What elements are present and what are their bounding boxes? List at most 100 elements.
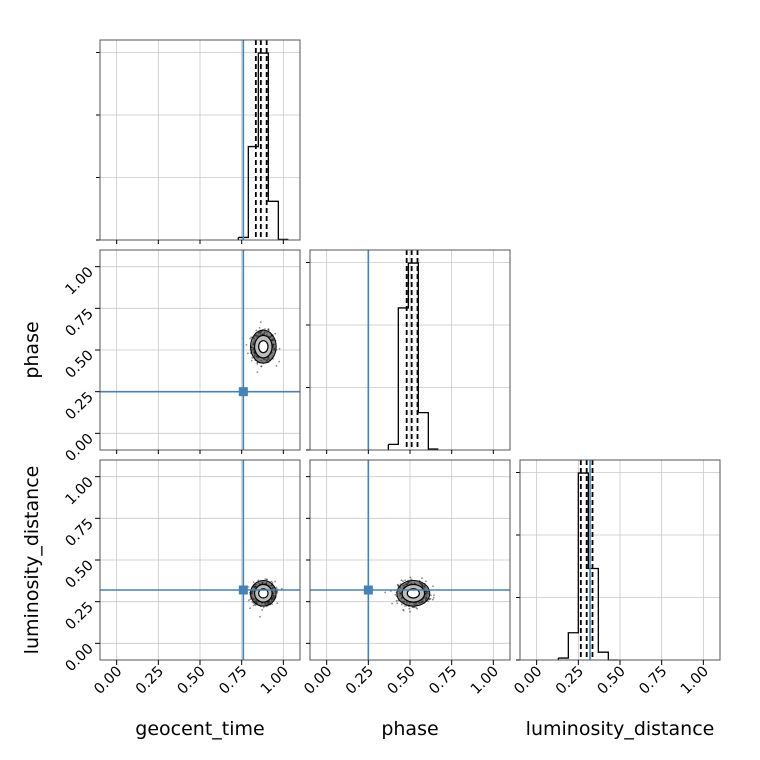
panel-geocent-time-vs-phase-point bbox=[246, 352, 249, 355]
panel-phase-vs-luminosity-distance-point bbox=[424, 580, 427, 583]
panel-geocent-time-vs-phase-point bbox=[259, 321, 262, 324]
panel-geocent-time-vs-phase-point bbox=[260, 365, 263, 368]
panel-geocent-time-vs-phase-point bbox=[245, 343, 248, 346]
ytick-label-luminosity-distance-0: 0.00 bbox=[63, 641, 97, 675]
panel-phase-vs-luminosity-distance-point bbox=[391, 602, 394, 605]
panel-phase-vs-luminosity-distance-point bbox=[427, 600, 430, 603]
panel-geocent-time-vs-phase-point bbox=[256, 363, 259, 365]
hist-geocent-time-bin-3 bbox=[268, 201, 278, 240]
panel-geocent-time-vs-luminosity-distance-point bbox=[264, 578, 267, 580]
xtick-label-luminosity-distance-0: 0.00 bbox=[511, 664, 545, 698]
xtick-label-phase-4: 1.00 bbox=[468, 664, 502, 698]
panel-phase-vs-luminosity-distance-point bbox=[421, 577, 423, 580]
panel-geocent-time-vs-luminosity-distance-point bbox=[259, 615, 261, 618]
panel-geocent-time-vs-luminosity-distance-point bbox=[252, 581, 255, 584]
xlabel-geocent-time: geocent_time bbox=[135, 718, 264, 740]
panel-geocent-time-vs-luminosity-distance-point bbox=[275, 586, 278, 589]
xtick-label-geocent-time-1: 0.25 bbox=[133, 664, 167, 698]
panel-phase-vs-luminosity-distance-point bbox=[412, 606, 415, 609]
panel-phase-vs-luminosity-distance-point bbox=[402, 609, 405, 612]
panel-geocent-time-vs-luminosity-distance-point bbox=[262, 606, 265, 609]
panel-geocent-time-vs-luminosity-distance-point bbox=[251, 601, 254, 603]
panel-phase-vs-luminosity-distance-point bbox=[404, 579, 407, 582]
panel-geocent-time-vs-phase-point bbox=[267, 328, 270, 331]
ytick-label-luminosity-distance-3: 0.75 bbox=[63, 516, 97, 550]
panel-phase-vs-luminosity-distance-point bbox=[415, 606, 418, 609]
panel-geocent-time-vs-luminosity-distance-truth-marker bbox=[238, 585, 248, 595]
panel-phase-vs-luminosity-distance-point bbox=[429, 597, 432, 600]
xlabel-phase: phase bbox=[381, 718, 438, 740]
xtick-label-phase-1: 0.25 bbox=[343, 664, 377, 698]
panel-geocent-time-vs-luminosity-distance-point bbox=[247, 599, 250, 602]
panel-geocent-time-vs-luminosity-distance-point bbox=[249, 598, 252, 601]
panel-phase-vs-luminosity-distance-point bbox=[416, 607, 419, 610]
panel-geocent-time-vs-phase-point bbox=[274, 332, 277, 335]
panel-geocent-time-vs-phase-point bbox=[256, 371, 259, 374]
xtick-label-luminosity-distance-4: 1.00 bbox=[678, 664, 712, 698]
hist-geocent-time-steps bbox=[238, 52, 289, 241]
panel-geocent-time-vs-luminosity-distance-contour-inner bbox=[258, 588, 269, 599]
panel-geocent-time-vs-phase-truth-marker bbox=[238, 387, 248, 397]
panel-phase-vs-luminosity-distance-point bbox=[411, 606, 414, 609]
hist-luminosity-distance-bin-4 bbox=[598, 652, 608, 660]
hist-geocent-time-bin-1 bbox=[248, 147, 258, 240]
panel-geocent-time-vs-phase-point bbox=[250, 359, 253, 362]
panel-phase-vs-luminosity-distance-point bbox=[408, 607, 411, 610]
ytick-label-luminosity-distance-4: 1.00 bbox=[63, 474, 97, 508]
xtick-label-geocent-time-2: 0.50 bbox=[175, 664, 209, 698]
panel-phase-vs-luminosity-distance-point bbox=[400, 603, 403, 606]
hist-luminosity-distance-steps bbox=[558, 472, 619, 661]
xtick-label-luminosity-distance-2: 0.50 bbox=[595, 664, 629, 698]
panel-geocent-time-vs-luminosity-distance-point bbox=[271, 581, 274, 584]
panel-geocent-time-vs-luminosity-distance-point bbox=[274, 580, 277, 583]
hist-luminosity-distance-bin-1 bbox=[568, 633, 578, 660]
panel-geocent-time-vs-phase-point bbox=[260, 365, 262, 368]
panel-geocent-time-vs-phase-point bbox=[250, 336, 253, 339]
ytick-label-phase-2: 0.50 bbox=[63, 348, 97, 382]
panel-phase-vs-luminosity-distance-point bbox=[409, 576, 412, 579]
ytick-label-phase-3: 0.75 bbox=[63, 306, 97, 340]
xtick-label-phase-2: 0.50 bbox=[385, 664, 419, 698]
ylabel-luminosity-distance: luminosity_distance bbox=[21, 466, 43, 655]
xlabel-luminosity-distance: luminosity_distance bbox=[526, 718, 715, 740]
panel-phase-vs-luminosity-distance-point bbox=[402, 608, 404, 611]
panel-phase-vs-luminosity-distance-point bbox=[395, 599, 398, 602]
xtick-label-luminosity-distance-1: 0.25 bbox=[553, 664, 587, 698]
panel-geocent-time-vs-phase-point bbox=[249, 337, 251, 340]
ytick-label-phase-1: 0.25 bbox=[63, 389, 97, 423]
ylabel-phase: phase bbox=[21, 321, 43, 378]
panel-phase-vs-luminosity-distance-point bbox=[394, 593, 397, 596]
xtick-label-geocent-time-0: 0.00 bbox=[91, 664, 125, 698]
ytick-label-phase-0: 0.00 bbox=[63, 431, 97, 465]
panel-geocent-time-vs-luminosity-distance-point bbox=[276, 591, 279, 594]
panel-geocent-time-vs-phase-point bbox=[255, 329, 258, 332]
panel-geocent-time-vs-phase-point bbox=[251, 356, 254, 359]
panel-phase-vs-luminosity-distance-point bbox=[397, 585, 400, 587]
panel-geocent-time-vs-phase-point bbox=[267, 329, 270, 332]
panel-phase-vs-luminosity-distance-truth-marker bbox=[363, 585, 373, 595]
panel-geocent-time-vs-luminosity-distance-point bbox=[270, 580, 273, 583]
panel-geocent-time-vs-phase-point bbox=[264, 328, 266, 331]
panel-geocent-time-vs-phase-point bbox=[278, 360, 281, 363]
panel-geocent-time-vs-luminosity-distance-point bbox=[249, 607, 252, 610]
panel-phase-vs-luminosity-distance-point bbox=[428, 598, 431, 601]
panel-geocent-time-vs-phase-point bbox=[267, 328, 269, 331]
panel-phase-vs-luminosity-distance-point bbox=[396, 602, 399, 605]
panel-geocent-time-vs-luminosity-distance-point bbox=[257, 579, 260, 582]
panel-phase-vs-luminosity-distance-point bbox=[413, 606, 416, 609]
ytick-label-luminosity-distance-1: 0.25 bbox=[63, 599, 97, 633]
panel-geocent-time-vs-phase-contour-inner bbox=[258, 340, 269, 354]
panel-geocent-time-vs-luminosity-distance-point bbox=[252, 604, 255, 607]
hist-phase-steps bbox=[388, 262, 439, 450]
panel-geocent-time-vs-phase-point bbox=[258, 327, 261, 329]
panel-phase-vs-luminosity-distance-point bbox=[432, 596, 435, 599]
panel-geocent-time-vs-phase-point bbox=[278, 347, 281, 350]
panel-geocent-time-vs-luminosity-distance-point bbox=[280, 587, 283, 590]
panel-geocent-time-vs-luminosity-distance-point bbox=[266, 578, 268, 581]
panel-phase-vs-luminosity-distance-point bbox=[432, 585, 434, 588]
panel-phase-vs-luminosity-distance-point bbox=[402, 580, 404, 583]
ytick-label-phase-4: 1.00 bbox=[63, 264, 97, 298]
panel-phase-vs-luminosity-distance-point bbox=[384, 591, 387, 594]
panel-geocent-time-vs-phase-point bbox=[275, 364, 278, 367]
